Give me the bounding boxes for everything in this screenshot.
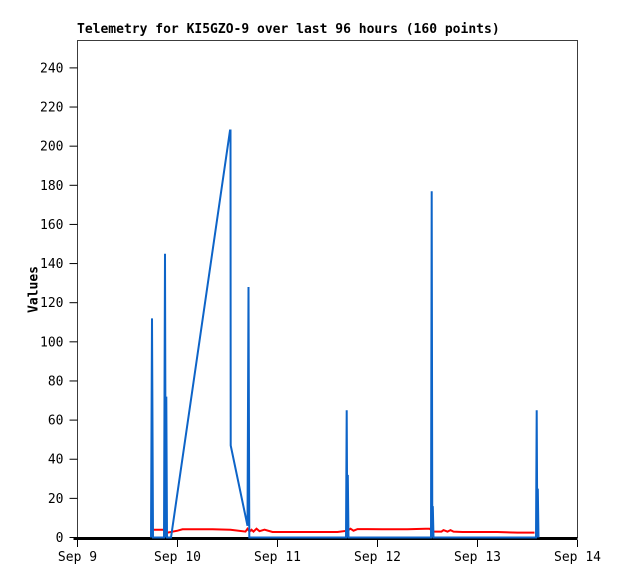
y-tick-label: 200 bbox=[40, 140, 63, 155]
x-tick-label: Sep 12 bbox=[354, 550, 401, 565]
telemetry-channel-red-line bbox=[153, 526, 535, 534]
y-tick-label: 160 bbox=[40, 218, 63, 233]
y-tick-label: 140 bbox=[40, 257, 63, 272]
y-tick-label: 60 bbox=[48, 414, 64, 429]
x-tick-label: Sep 13 bbox=[454, 550, 501, 565]
y-tick-label: 180 bbox=[40, 179, 63, 194]
y-tick-label: 40 bbox=[48, 453, 64, 468]
y-tick-label: 20 bbox=[48, 492, 64, 507]
y-tick-label: 100 bbox=[40, 335, 63, 350]
x-tick-label: Sep 14 bbox=[554, 550, 601, 565]
chart-title: Telemetry for KI5GZO-9 over last 96 hour… bbox=[77, 22, 500, 37]
y-tick-label: 220 bbox=[40, 101, 63, 116]
x-tick-label: Sep 11 bbox=[254, 550, 301, 565]
y-tick-label: 0 bbox=[56, 531, 64, 546]
y-tick-label: 120 bbox=[40, 296, 63, 311]
y-tick-label: 240 bbox=[40, 61, 63, 76]
telemetry-channel-blue-line bbox=[150, 129, 540, 539]
y-axis-title: Values bbox=[26, 266, 42, 313]
x-tick-label: Sep 9 bbox=[58, 550, 97, 565]
y-tick-label: 80 bbox=[48, 374, 64, 389]
x-tick-label: Sep 10 bbox=[154, 550, 201, 565]
